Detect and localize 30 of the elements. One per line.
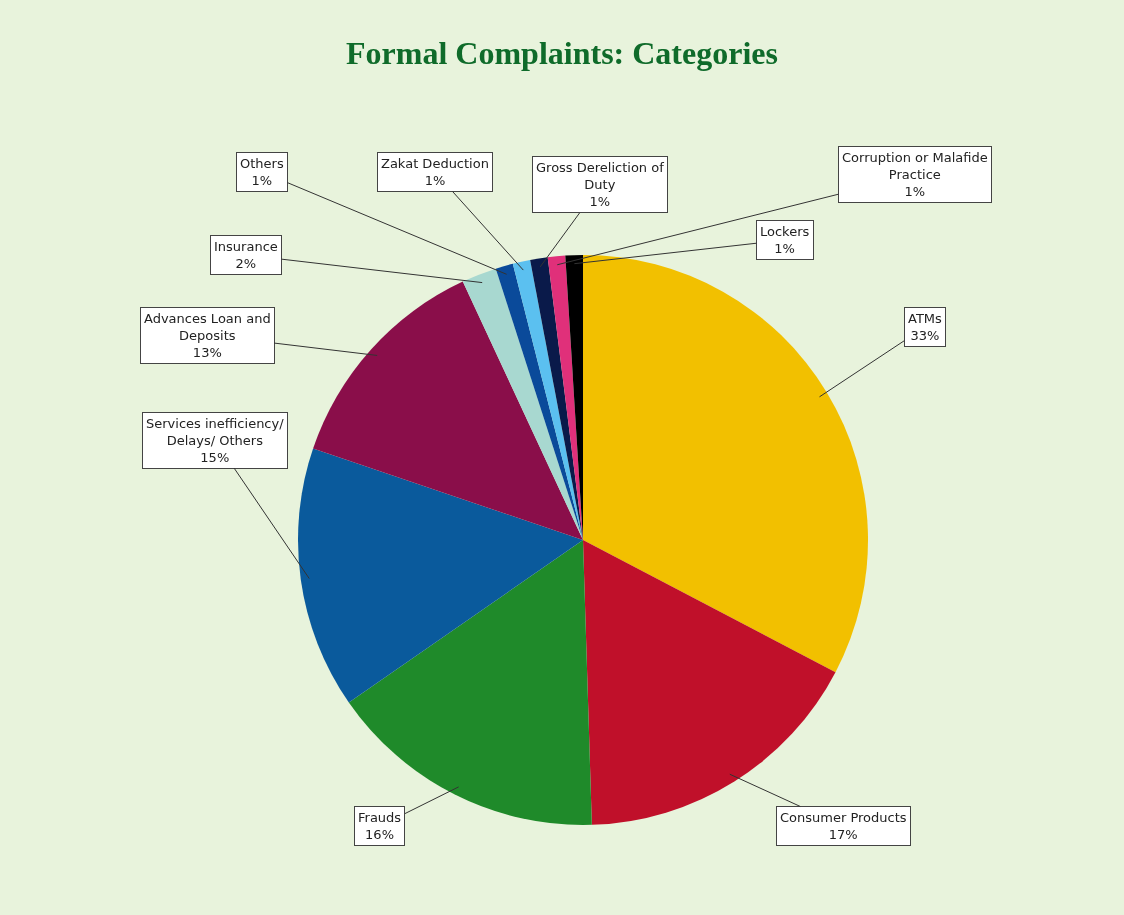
data-label: 1% bbox=[251, 172, 273, 188]
pie-slice bbox=[348, 540, 592, 825]
slice-label: Frauds bbox=[358, 810, 402, 825]
data-label: 15% bbox=[200, 449, 230, 465]
slice-label: Services inefficiency/ Delays/ Others bbox=[146, 416, 285, 448]
slice-label: Gross Dereliction of Duty bbox=[536, 160, 665, 192]
data-label: 2% bbox=[235, 255, 257, 271]
data-label: 16% bbox=[365, 826, 395, 842]
pie-slice bbox=[530, 257, 583, 540]
data-label: 1% bbox=[904, 183, 926, 199]
data-label: 33% bbox=[910, 327, 940, 343]
slice-label: Corruption or Malafide Practice bbox=[842, 150, 988, 182]
slice-label: Consumer Products bbox=[780, 810, 907, 825]
pie-slice bbox=[512, 259, 583, 540]
pie-slice bbox=[462, 268, 583, 540]
slice-label: Insurance bbox=[214, 239, 278, 254]
data-label: 13% bbox=[192, 344, 222, 360]
data-label: 1% bbox=[424, 172, 446, 188]
pie-slice bbox=[313, 281, 583, 540]
slice-label: Others bbox=[240, 156, 284, 171]
slice-label: ATMs bbox=[908, 311, 943, 326]
chart-title: Formal Complaints: Categories bbox=[346, 34, 778, 71]
slice-label: Lockers bbox=[760, 224, 810, 239]
data-label: 1% bbox=[774, 240, 795, 256]
slice-label: Advances Loan and Deposits bbox=[144, 311, 271, 343]
pie-slice bbox=[583, 255, 868, 673]
data-label: 17% bbox=[828, 826, 858, 842]
slice-label: Zakat Deduction bbox=[381, 156, 489, 171]
data-label: 1% bbox=[589, 193, 611, 209]
pie-slice bbox=[298, 448, 583, 703]
